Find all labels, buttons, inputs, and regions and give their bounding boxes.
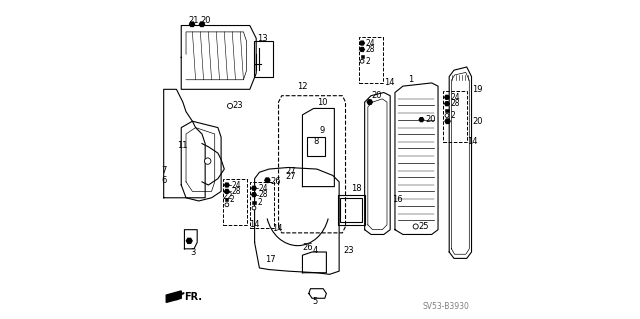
Text: FR.: FR.: [184, 292, 202, 302]
Polygon shape: [445, 95, 449, 99]
Bar: [445, 109, 449, 112]
Circle shape: [227, 103, 232, 108]
Text: 14: 14: [272, 224, 283, 233]
Polygon shape: [265, 178, 270, 182]
Text: 12: 12: [297, 82, 308, 91]
Text: 4: 4: [312, 246, 317, 255]
Text: 25: 25: [419, 222, 429, 231]
Polygon shape: [252, 193, 256, 197]
Text: 11: 11: [177, 141, 188, 150]
Text: 3: 3: [190, 248, 196, 256]
Circle shape: [360, 59, 364, 63]
Polygon shape: [445, 119, 450, 123]
Polygon shape: [445, 102, 449, 106]
Circle shape: [413, 224, 419, 229]
Polygon shape: [166, 291, 181, 302]
Text: 13: 13: [257, 34, 268, 43]
Text: 2: 2: [451, 111, 456, 120]
Polygon shape: [200, 22, 205, 26]
Text: 2: 2: [366, 57, 371, 66]
Text: SV53-B3930: SV53-B3930: [422, 302, 469, 311]
Text: 28: 28: [259, 190, 268, 199]
Text: 6: 6: [162, 176, 167, 185]
Text: 23: 23: [232, 101, 243, 110]
Text: 8: 8: [314, 137, 319, 146]
Text: 7: 7: [162, 166, 167, 175]
Text: 23: 23: [344, 246, 354, 255]
Text: 26: 26: [271, 177, 281, 186]
Text: 27: 27: [285, 167, 296, 176]
Text: 2: 2: [258, 198, 262, 207]
Text: 27: 27: [285, 172, 296, 181]
Bar: [360, 55, 364, 58]
Text: 28: 28: [231, 187, 241, 196]
Text: 17: 17: [265, 256, 275, 264]
Polygon shape: [189, 22, 195, 26]
Text: 14: 14: [384, 78, 394, 87]
Text: 16: 16: [392, 195, 403, 204]
Text: 22: 22: [223, 192, 233, 201]
Polygon shape: [360, 48, 364, 51]
Text: 28: 28: [451, 99, 460, 108]
Polygon shape: [360, 41, 364, 45]
Text: 24: 24: [366, 39, 376, 48]
Text: 21: 21: [188, 16, 199, 25]
Text: 19: 19: [472, 85, 483, 94]
Text: 24: 24: [259, 184, 268, 193]
Text: 10: 10: [317, 98, 327, 107]
Text: 14: 14: [249, 220, 260, 229]
Polygon shape: [225, 189, 229, 193]
Polygon shape: [367, 100, 372, 104]
Text: 20: 20: [425, 115, 436, 124]
Text: 24: 24: [231, 181, 241, 189]
Text: 5: 5: [312, 297, 318, 306]
Polygon shape: [186, 238, 192, 243]
Text: 24: 24: [451, 93, 460, 102]
Bar: [252, 201, 255, 204]
Text: 20: 20: [472, 117, 483, 126]
Circle shape: [205, 158, 211, 164]
Circle shape: [225, 203, 228, 207]
Polygon shape: [252, 186, 256, 190]
Circle shape: [252, 206, 256, 210]
Text: 9: 9: [320, 126, 325, 135]
Text: 18: 18: [351, 184, 362, 193]
Text: 2: 2: [229, 195, 234, 204]
Text: 26: 26: [303, 243, 314, 252]
Text: 20: 20: [200, 16, 211, 25]
Bar: [225, 198, 228, 201]
Polygon shape: [225, 183, 229, 187]
Text: 1: 1: [408, 75, 413, 84]
Circle shape: [445, 114, 449, 117]
Text: 28: 28: [366, 45, 376, 54]
Text: 20: 20: [371, 91, 381, 100]
Text: 14: 14: [467, 137, 478, 146]
Polygon shape: [419, 118, 424, 122]
